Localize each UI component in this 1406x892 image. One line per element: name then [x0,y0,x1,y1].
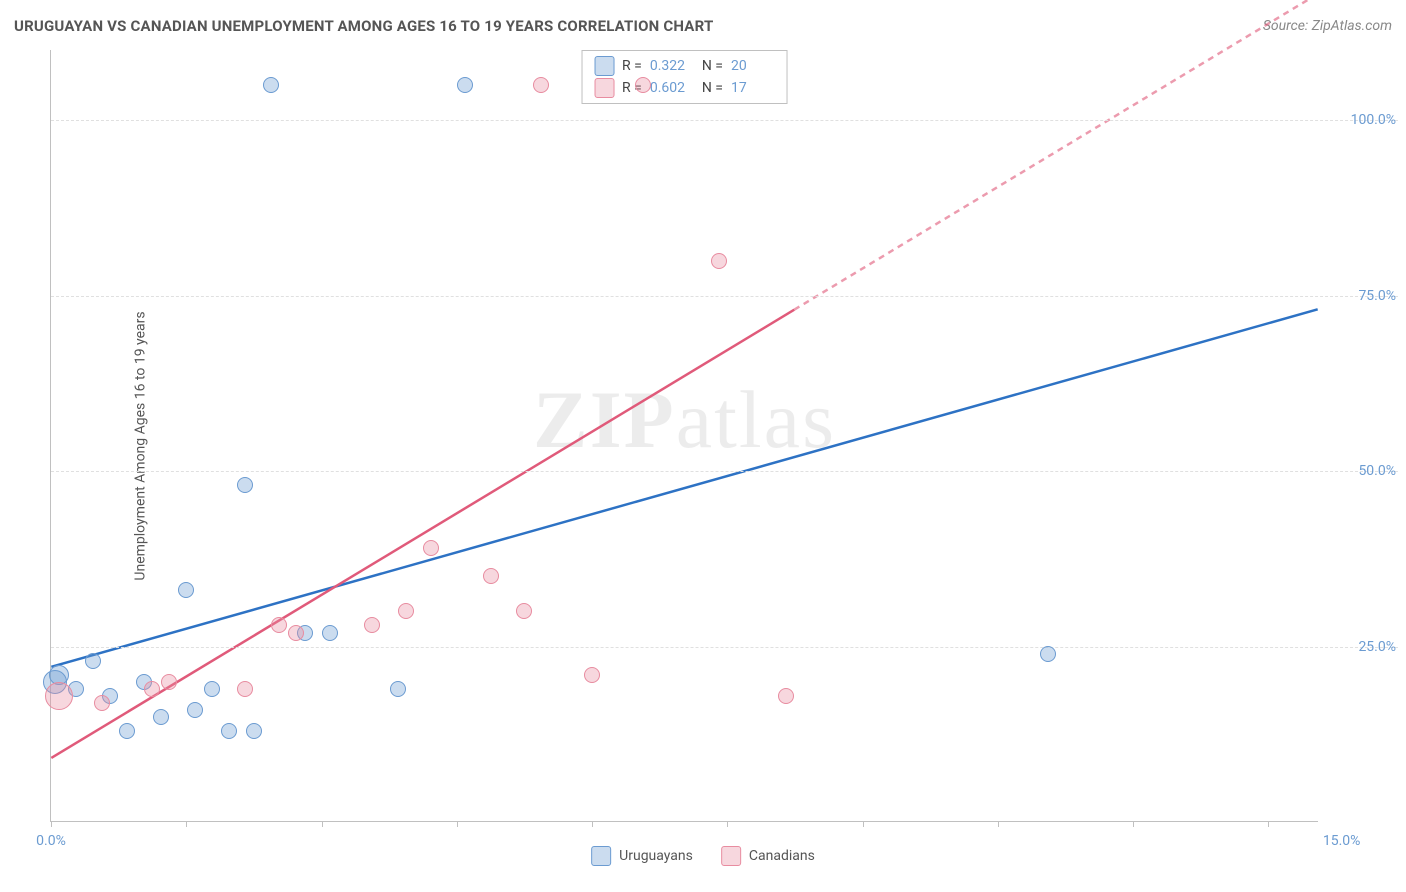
trend-lines [51,50,1318,821]
legend-label: Uruguayans [619,848,693,864]
data-point [237,681,253,697]
legend-item: Canadians [721,846,815,866]
data-point [263,77,279,93]
y-tick-label: 25.0% [1358,639,1396,655]
series-swatch [594,56,614,76]
data-point [288,625,304,641]
data-point [516,603,532,619]
data-point [533,77,549,93]
gridline [51,296,1398,297]
data-point [778,688,794,704]
x-tick [592,821,593,827]
x-tick-label: 15.0% [1323,833,1361,849]
data-point [144,681,160,697]
data-point [237,477,253,493]
x-tick [1133,821,1134,827]
watermark: ZIPatlas [533,373,836,467]
legend-item: Uruguayans [591,846,693,866]
data-point [161,674,177,690]
stats-box: R =0.322N =20R =0.602N =17 [581,50,788,104]
data-point [246,723,262,739]
data-point [390,681,406,697]
y-tick-label: 50.0% [1358,463,1396,479]
data-point [635,77,651,93]
x-tick [457,821,458,827]
data-point [187,702,203,718]
data-point [271,617,287,633]
x-tick [186,821,187,827]
data-point [221,723,237,739]
legend-label: Canadians [749,848,815,864]
header: URUGUAYAN VS CANADIAN UNEMPLOYMENT AMONG… [14,12,1392,40]
y-tick-label: 100.0% [1351,112,1396,128]
data-point [423,540,439,556]
data-point [94,695,110,711]
data-point [1040,646,1056,662]
source-label: Source: ZipAtlas.com [1263,18,1392,34]
data-point [119,723,135,739]
x-tick [727,821,728,827]
data-point [711,253,727,269]
data-point [85,653,101,669]
legend: Uruguayans Canadians [591,846,815,866]
data-point [584,667,600,683]
data-point [204,681,220,697]
data-point [398,603,414,619]
x-tick [322,821,323,827]
x-tick-label: 0.0% [36,833,66,849]
plot-area: ZIPatlas R =0.322N =20R =0.602N =17 25.0… [50,50,1318,822]
gridline [51,471,1398,472]
y-tick-label: 75.0% [1358,288,1396,304]
chart-container: URUGUAYAN VS CANADIAN UNEMPLOYMENT AMONG… [0,0,1406,892]
x-tick [863,821,864,827]
data-point [45,682,73,710]
x-tick [51,821,52,827]
data-point [322,625,338,641]
stats-row: R =0.602N =17 [594,77,775,99]
chart-title: URUGUAYAN VS CANADIAN UNEMPLOYMENT AMONG… [14,17,713,35]
legend-swatch [591,846,611,866]
data-point [178,582,194,598]
gridline [51,120,1398,121]
data-point [457,77,473,93]
x-tick [1268,821,1269,827]
x-tick [998,821,999,827]
legend-swatch [721,846,741,866]
stats-row: R =0.322N =20 [594,55,775,77]
gridline [51,647,1398,648]
data-point [153,709,169,725]
data-point [483,568,499,584]
data-point [364,617,380,633]
series-swatch [594,78,614,98]
